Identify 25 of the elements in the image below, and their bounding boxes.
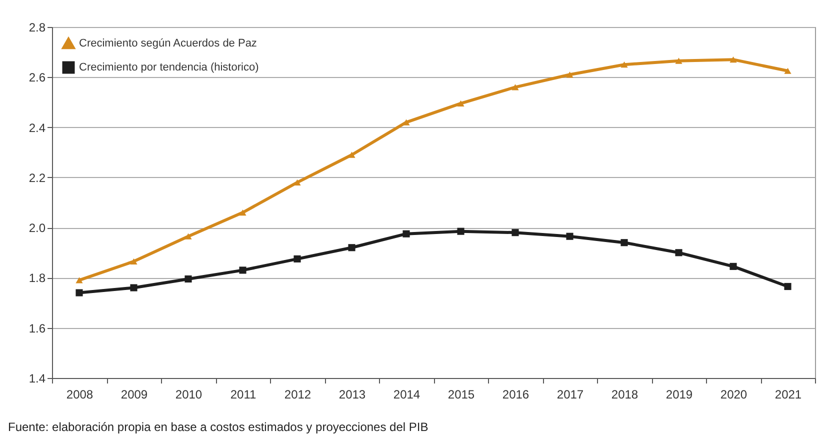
y-tick-label: 1.8 (28, 271, 46, 286)
x-tick-label: 2018 (611, 388, 638, 402)
x-tick-label: 2019 (666, 388, 693, 402)
x-tick-label: 2014 (393, 388, 420, 402)
x-tick-label: 2009 (120, 388, 148, 402)
x-tick-label: 2010 (175, 388, 202, 402)
x-tick-label: 2015 (448, 388, 475, 402)
x-tick-label: 2013 (338, 388, 366, 402)
y-tick-label: 2.2 (28, 170, 46, 185)
x-tick-label: 2020 (720, 388, 748, 402)
x-tick-label: 2017 (556, 388, 584, 402)
x-tick-label: 2012 (284, 388, 312, 402)
y-tick-label: 1.4 (28, 372, 46, 386)
y-tick-label: 2.8 (28, 20, 46, 34)
y-tick-label: 2.6 (28, 70, 46, 85)
x-tick-label: 2008 (66, 388, 94, 402)
x-tick-label: 2016 (502, 388, 530, 402)
y-tick-label: 2.4 (28, 120, 46, 135)
x-tick-label: 2021 (774, 388, 802, 402)
legend-label: Crecimiento según Acuerdos de Paz (79, 38, 257, 50)
y-tick-label: 2.0 (28, 221, 46, 236)
x-tick-label: 2011 (230, 388, 256, 402)
legend-label: Crecimiento por tendencia (historico) (79, 62, 259, 74)
y-tick-label: 1.6 (28, 321, 46, 336)
source-note: Fuente: elaboración propia en base a costos estimados y proyecciones del PIB (8, 420, 428, 434)
